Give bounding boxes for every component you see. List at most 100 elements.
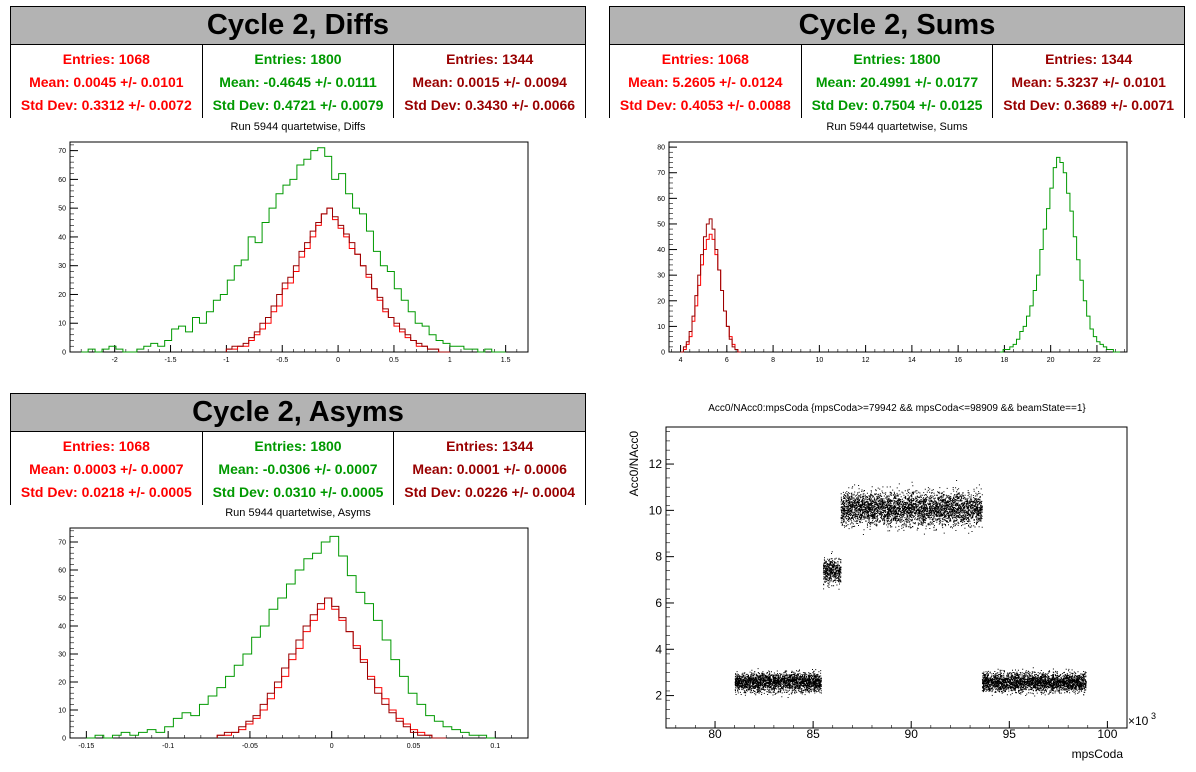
diffs-frame (69, 141, 529, 353)
scatter-cluster-0 (734, 668, 822, 698)
asyms-xtick-label: 0 (330, 743, 334, 750)
asyms-series-1 (216, 597, 447, 739)
sums-stat-green: Entries: 1800 Mean: 20.4991 +/- 0.0177 S… (802, 45, 994, 118)
diffs-xtick-label: -1.5 (165, 357, 177, 364)
scatter-cluster-1 (822, 551, 842, 590)
asyms-ytick-label: 0 (62, 736, 66, 743)
stat-mean: Mean: 5.3237 +/- 0.0101 (1011, 73, 1166, 90)
sums-xtick-label: 6 (725, 357, 729, 364)
scatter-xlabel: mpsCoda (1072, 747, 1124, 761)
scatter-ytick-label: 12 (649, 457, 663, 471)
stat-mean: Mean: 0.0001 +/- 0.0006 (412, 460, 567, 477)
diffs-xtick-label: 1.5 (501, 357, 511, 364)
asyms-xtick-label: -0.05 (242, 743, 258, 750)
stat-mean: Mean: 20.4991 +/- 0.0177 (815, 73, 979, 90)
diffs-xtick-label: 0 (336, 357, 340, 364)
diffs-xtick-label: -2 (112, 357, 118, 364)
stat-stddev: Std Dev: 0.4053 +/- 0.0088 (619, 96, 791, 113)
sums-xtick-label: 10 (815, 357, 823, 364)
scatter-cluster-2 (840, 480, 983, 535)
sums-frame (668, 141, 1128, 353)
sums-stat-red: Entries: 1068 Mean: 5.2605 +/- 0.0124 St… (610, 45, 802, 118)
scatter-xtick-label: 95 (1003, 727, 1017, 741)
stat-entries: Entries: 1344 (446, 50, 534, 67)
asyms-series-0 (86, 535, 496, 739)
asyms-series-2 (216, 597, 447, 739)
asyms-xtick-label: -0.15 (78, 743, 94, 750)
diffs-ytick-label: 20 (58, 292, 66, 299)
scatter-cluster-3 (981, 667, 1087, 697)
stat-mean: Mean: -0.4645 +/- 0.0111 (219, 73, 377, 90)
stat-stddev: Std Dev: 0.4721 +/- 0.0079 (212, 96, 384, 113)
sums-xtick-label: 8 (771, 357, 775, 364)
asyms-ytick-label: 70 (58, 540, 66, 547)
asyms-stat-darkred: Entries: 1344 Mean: 0.0001 +/- 0.0006 St… (394, 432, 585, 505)
stat-mean: Mean: 5.2605 +/- 0.0124 (628, 73, 783, 90)
scatter-plot-title: Acc0/NAcc0:mpsCoda {mpsCoda>=79942 && mp… (708, 403, 1086, 414)
scatter-points (734, 480, 1087, 698)
diffs-xtick-label: 0.5 (389, 357, 399, 364)
scatter-ytick-label: 2 (655, 689, 662, 703)
scatter-ytick-label: 4 (655, 642, 662, 656)
sums-plot-title: Run 5944 quartetwise, Sums (826, 121, 968, 133)
asyms-stat-green: Entries: 1800 Mean: -0.0306 +/- 0.0007 S… (203, 432, 395, 505)
stat-stddev: Std Dev: 0.3430 +/- 0.0066 (404, 96, 576, 113)
scatter-xtick-label: 100 (1097, 727, 1117, 741)
sums-xtick-label: 18 (1001, 357, 1009, 364)
sums-ytick-label: 50 (657, 221, 665, 228)
diffs-stat-darkred: Entries: 1344 Mean: 0.0015 +/- 0.0094 St… (394, 45, 585, 118)
diffs-stat-green: Entries: 1800 Mean: -0.4645 +/- 0.0111 S… (203, 45, 395, 118)
sums-xtick-label: 4 (679, 357, 683, 364)
stat-stddev: Std Dev: 0.0218 +/- 0.0005 (20, 483, 192, 500)
sums-ytick-label: 70 (657, 170, 665, 177)
diffs-ytick-label: 60 (58, 177, 66, 184)
stat-entries: Entries: 1800 (254, 50, 342, 67)
stat-entries: Entries: 1068 (661, 50, 749, 67)
sums-xtick-label: 14 (908, 357, 916, 364)
stat-stddev: Std Dev: 0.3689 +/- 0.0071 (1003, 96, 1175, 113)
diffs-stat-red: Entries: 1068 Mean: 0.0045 +/- 0.0101 St… (11, 45, 203, 118)
diffs-ytick-label: 0 (62, 350, 66, 357)
scatter-xtick-label: 80 (708, 727, 722, 741)
asyms-ytick-label: 20 (58, 680, 66, 687)
diffs-ytick-label: 50 (58, 206, 66, 213)
sums-ytick-label: 30 (657, 273, 665, 280)
stat-entries: Entries: 1344 (446, 437, 534, 454)
diffs-series-0 (81, 147, 506, 353)
sums-ytick-label: 80 (657, 145, 665, 152)
asyms-stats: Entries: 1068 Mean: 0.0003 +/- 0.0007 St… (10, 432, 586, 505)
sums-xtick-label: 22 (1093, 357, 1101, 364)
sums-ytick-label: 0 (661, 350, 665, 357)
diffs-series-2 (225, 207, 450, 353)
asyms-ytick-label: 50 (58, 596, 66, 603)
asyms-stat-red: Entries: 1068 Mean: 0.0003 +/- 0.0007 St… (11, 432, 203, 505)
scatter-frame (665, 426, 1128, 729)
diffs-title: Cycle 2, Diffs (10, 6, 586, 45)
scatter-ytick-label: 10 (649, 503, 663, 517)
stat-mean: Mean: 0.0045 +/- 0.0101 (29, 73, 184, 90)
asyms-xtick-label: -0.1 (162, 743, 174, 750)
asyms-plot-title: Run 5944 quartetwise, Asyms (225, 507, 371, 519)
scatter-x-multiplier-power: 3 (1151, 711, 1156, 721)
diffs-ytick-label: 70 (58, 148, 66, 155)
scatter-xtick-label: 85 (806, 727, 820, 741)
sums-title: Cycle 2, Sums (609, 6, 1185, 45)
diffs-plot-title: Run 5944 quartetwise, Diffs (230, 121, 366, 133)
stat-mean: Mean: 0.0015 +/- 0.0094 (412, 73, 567, 90)
stat-stddev: Std Dev: 0.7504 +/- 0.0125 (811, 96, 983, 113)
diffs-stats: Entries: 1068 Mean: 0.0045 +/- 0.0101 St… (10, 45, 586, 118)
asyms-frame (69, 527, 529, 739)
sums-ytick-label: 60 (657, 196, 665, 203)
stat-mean: Mean: -0.0306 +/- 0.0007 (218, 460, 378, 477)
scatter-xtick-label: 90 (905, 727, 919, 741)
diffs-xtick-label: -1 (223, 357, 229, 364)
scatter-ylabel: Acc0/NAcc0 (627, 431, 641, 497)
stat-entries: Entries: 1800 (254, 437, 342, 454)
diffs-ytick-label: 40 (58, 234, 66, 241)
asyms-title: Cycle 2, Asyms (10, 393, 586, 432)
sums-series-2 (680, 218, 741, 353)
sums-stat-darkred: Entries: 1344 Mean: 5.3237 +/- 0.0101 St… (993, 45, 1184, 118)
stat-entries: Entries: 1068 (62, 437, 150, 454)
asyms-ytick-label: 30 (58, 652, 66, 659)
